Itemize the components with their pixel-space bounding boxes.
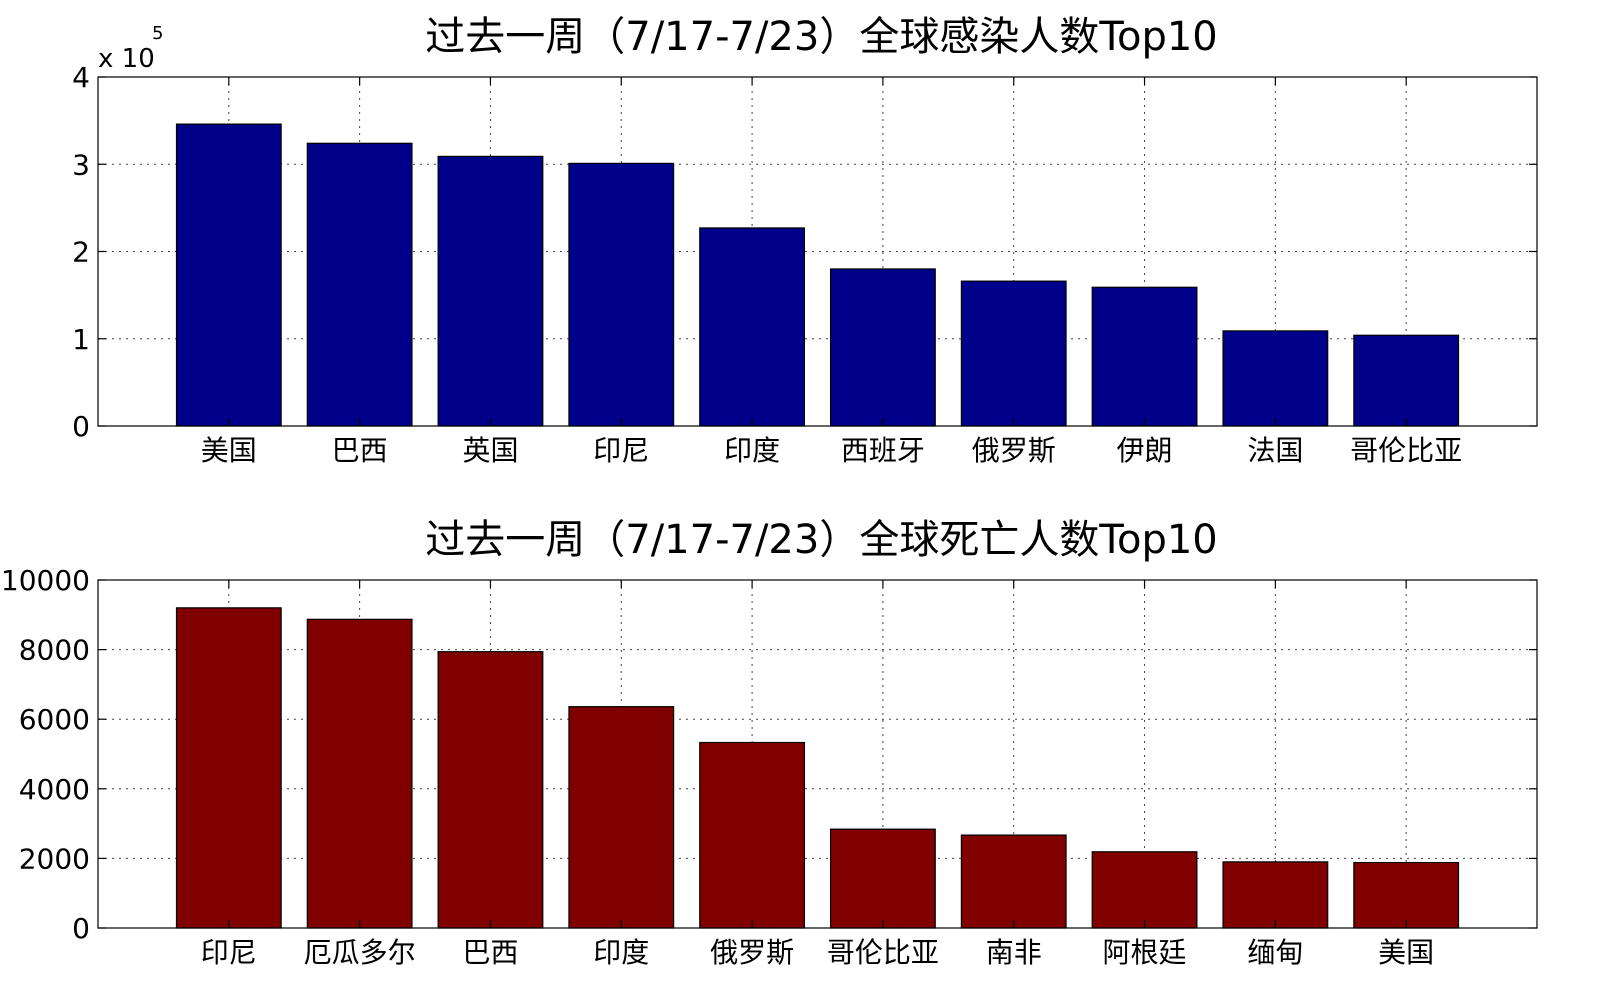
x-tick-label: 哥伦比亚 (827, 936, 939, 969)
x-tick-label: 南非 (986, 936, 1042, 969)
x-tick-label: 伊朗 (1117, 434, 1173, 467)
bar-3 (437, 155, 544, 427)
bar-5 (699, 741, 806, 929)
bar-8 (1091, 286, 1198, 427)
bar-9 (1222, 861, 1329, 929)
x-tick-label: 巴西 (332, 434, 388, 467)
bar-1 (175, 123, 282, 427)
bar-3 (437, 651, 544, 929)
bar-8 (1091, 851, 1198, 929)
y-tick-label: 2000 (19, 842, 90, 875)
bar-10 (1353, 861, 1460, 929)
x-tick-label: 印尼 (201, 936, 257, 969)
bar-4 (568, 162, 675, 427)
x-tick-label: 俄罗斯 (710, 936, 794, 969)
y-tick-label: 6000 (19, 703, 90, 736)
x-tick-label: 美国 (201, 434, 257, 467)
chart-title: 过去一周（7/17-7/23）全球感染人数Top10 (425, 14, 1217, 60)
y-tick-label: 10000 (1, 564, 90, 597)
x-tick-label: 俄罗斯 (972, 434, 1056, 467)
bar-5 (699, 227, 806, 427)
y-exponent-label: x 10 (98, 44, 155, 74)
y-tick-label: 0 (72, 912, 90, 945)
y-tick-label: 0 (72, 410, 90, 443)
bar-1 (175, 607, 282, 929)
y-tick-label: 2 (72, 236, 90, 269)
x-tick-label: 英国 (462, 434, 518, 467)
x-tick-label: 西班牙 (841, 434, 925, 467)
bar-2 (306, 142, 413, 427)
x-tick-label: 巴西 (462, 936, 518, 969)
x-tick-label: 法国 (1247, 434, 1303, 467)
chart-1: 0 1 2 3 4 美国 巴西 英国 印尼 印度 西班牙 俄罗斯 伊朗 法国 哥伦比亚 x 105 过去一周（7… (72, 14, 1538, 467)
x-tick-label: 缅甸 (1247, 936, 1303, 969)
chart-2: 0 2000 4000 6000 8000 10000 印尼 厄瓜多尔 巴西 印度 俄罗斯 哥伦比亚 南… (1, 517, 1538, 969)
x-tick-label: 阿根廷 (1103, 936, 1187, 969)
y-tick-label: 8000 (19, 634, 90, 667)
y-exponent-power: 5 (152, 23, 163, 44)
bar-6 (829, 828, 936, 929)
bar-7 (960, 834, 1067, 929)
axes-frame (97, 579, 1538, 929)
bar-7 (960, 280, 1067, 427)
chart-title: 过去一周（7/17-7/23）全球死亡人数Top10 (425, 517, 1217, 563)
x-tick-label: 印度 (724, 434, 780, 467)
y-tick-label: 1 (72, 323, 90, 356)
x-tick-label: 厄瓜多尔 (304, 936, 416, 969)
bar-6 (829, 268, 936, 427)
y-tick-label: 4000 (19, 773, 90, 806)
y-tick-label: 3 (72, 148, 90, 181)
bar-2 (306, 618, 413, 929)
x-tick-label: 哥伦比亚 (1350, 434, 1462, 467)
bar-10 (1353, 334, 1460, 427)
x-tick-label: 印度 (593, 936, 649, 969)
bar-9 (1222, 330, 1329, 427)
x-tick-label: 美国 (1378, 936, 1434, 969)
y-tick-label: 4 (72, 61, 90, 94)
bar-4 (568, 706, 675, 929)
x-tick-label: 印尼 (593, 434, 649, 467)
